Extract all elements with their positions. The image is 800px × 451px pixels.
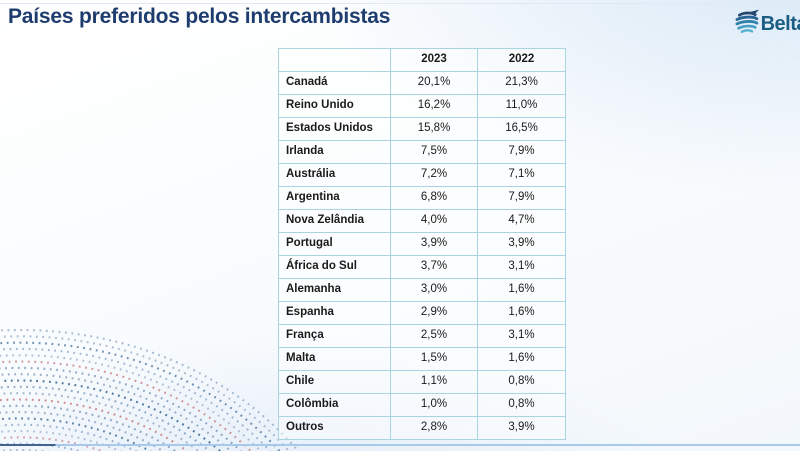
value-2023-cell: 2,9% bbox=[390, 301, 478, 325]
value-2022-cell: 7,1% bbox=[477, 163, 566, 187]
table-row: Espanha 2,9% 1,6% bbox=[278, 301, 566, 325]
value-2022-cell: 7,9% bbox=[477, 186, 566, 210]
value-2022-cell: 3,9% bbox=[477, 232, 566, 256]
value-2023-cell: 4,0% bbox=[390, 209, 478, 233]
value-2023-cell: 7,2% bbox=[390, 163, 478, 187]
table-row: Estados Unidos 15,8% 16,5% bbox=[278, 117, 566, 141]
country-cell: Malta bbox=[278, 347, 391, 371]
country-cell: Portugal bbox=[278, 232, 391, 256]
table-row: Portugal 3,9% 3,9% bbox=[278, 232, 566, 256]
table-row: Chile 1,1% 0,8% bbox=[278, 370, 566, 394]
table-row: Outros 2,8% 3,9% bbox=[278, 416, 566, 440]
value-2023-cell: 3,7% bbox=[390, 255, 478, 279]
value-2022-cell: 3,9% bbox=[477, 416, 566, 440]
country-cell: Colômbia bbox=[278, 393, 391, 417]
value-2023-cell: 1,1% bbox=[390, 370, 478, 394]
table-row: Colômbia 1,0% 0,8% bbox=[278, 393, 566, 417]
table-row: Argentina 6,8% 7,9% bbox=[278, 186, 566, 210]
page-title: Países preferidos pelos intercambistas bbox=[8, 5, 391, 28]
value-2022-cell: 1,6% bbox=[477, 347, 566, 371]
country-cell: Argentina bbox=[278, 186, 391, 210]
belta-logo: Belta bbox=[733, 7, 800, 41]
table-row: Austrália 7,2% 7,1% bbox=[278, 163, 566, 187]
value-2022-cell: 3,1% bbox=[477, 255, 566, 279]
table-row: África do Sul 3,7% 3,1% bbox=[278, 255, 566, 279]
table-row: Nova Zelândia 4,0% 4,7% bbox=[278, 209, 566, 233]
value-2022-cell: 1,6% bbox=[477, 301, 566, 325]
logo-wordmark: Belta bbox=[760, 12, 800, 35]
country-cell: Reino Unido bbox=[278, 94, 391, 118]
value-2022-cell: 21,3% bbox=[477, 71, 566, 95]
country-cell: Chile bbox=[278, 370, 391, 394]
value-2022-cell: 11,0% bbox=[477, 94, 566, 118]
table-row: Canadá 20,1% 21,3% bbox=[278, 71, 566, 95]
value-2022-cell: 7,9% bbox=[477, 140, 566, 164]
value-2023-cell: 2,8% bbox=[390, 416, 478, 440]
value-2023-cell: 20,1% bbox=[390, 71, 478, 95]
table-row: Malta 1,5% 1,6% bbox=[278, 347, 566, 371]
value-2023-cell: 16,2% bbox=[390, 94, 478, 118]
value-2022-cell: 0,8% bbox=[477, 370, 566, 394]
column-header-2022: 2022 bbox=[477, 48, 566, 72]
table-row: Alemanha 3,0% 1,6% bbox=[278, 278, 566, 302]
country-cell: Estados Unidos bbox=[278, 117, 391, 141]
bottom-divider-line bbox=[0, 444, 800, 446]
country-cell: Irlanda bbox=[278, 140, 391, 164]
table-row: Irlanda 7,5% 7,9% bbox=[278, 140, 566, 164]
country-cell: Outros bbox=[278, 416, 391, 440]
value-2023-cell: 6,8% bbox=[390, 186, 478, 210]
country-cell: Espanha bbox=[278, 301, 391, 325]
value-2023-cell: 3,0% bbox=[390, 278, 478, 302]
country-cell: França bbox=[278, 324, 391, 348]
value-2023-cell: 7,5% bbox=[390, 140, 478, 164]
value-2022-cell: 4,7% bbox=[477, 209, 566, 233]
country-cell: Austrália bbox=[278, 163, 391, 187]
country-cell: Canadá bbox=[278, 71, 391, 95]
globe-swirl-with-plane-icon bbox=[733, 7, 760, 41]
table-header-row: 2023 2022 bbox=[278, 48, 566, 72]
country-cell: África do Sul bbox=[278, 255, 391, 279]
value-2022-cell: 1,6% bbox=[477, 278, 566, 302]
table-row: Reino Unido 16,2% 11,0% bbox=[278, 94, 566, 118]
value-2023-cell: 1,5% bbox=[390, 347, 478, 371]
value-2023-cell: 3,9% bbox=[390, 232, 478, 256]
value-2023-cell: 2,5% bbox=[390, 324, 478, 348]
corner-header-cell bbox=[278, 48, 391, 72]
top-divider-line bbox=[0, 3, 800, 4]
preferred-countries-table: 2023 2022 Canadá 20,1% 21,3% Reino Unido 16… bbox=[278, 48, 566, 440]
country-cell: Nova Zelândia bbox=[278, 209, 391, 233]
value-2022-cell: 3,1% bbox=[477, 324, 566, 348]
country-cell: Alemanha bbox=[278, 278, 391, 302]
value-2022-cell: 0,8% bbox=[477, 393, 566, 417]
value-2023-cell: 15,8% bbox=[390, 117, 478, 141]
column-header-2023: 2023 bbox=[390, 48, 478, 72]
table-row: França 2,5% 3,1% bbox=[278, 324, 566, 348]
value-2022-cell: 16,5% bbox=[477, 117, 566, 141]
value-2023-cell: 1,0% bbox=[390, 393, 478, 417]
